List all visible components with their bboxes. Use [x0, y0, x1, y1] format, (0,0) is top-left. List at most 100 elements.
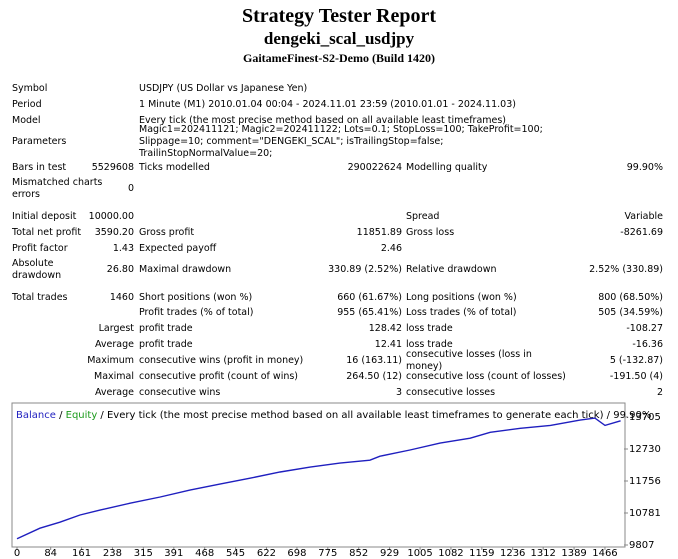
table-cell: Gross profit [139, 227, 195, 238]
table-cell: 5 (-132.87) [609, 355, 663, 366]
table-cell: Expected payoff [139, 243, 217, 254]
x-tick-label: 1312 [530, 548, 555, 559]
table-cell: 800 (68.50%) [598, 292, 663, 303]
table-cell: 330.89 (2.52%) [328, 264, 402, 275]
table-cell: Maximal drawdown [139, 264, 232, 275]
table-cell: Loss trades (% of total) [406, 307, 517, 318]
table-cell: 12.41 [374, 339, 402, 350]
table-cell: 660 (61.67%) [337, 292, 402, 303]
table-cell: Initial deposit [12, 211, 77, 222]
x-tick-label: 1159 [469, 548, 494, 559]
legend: Balance / Equity / Every tick (the most … [16, 410, 651, 421]
y-tick-label: 12730 [629, 444, 661, 455]
table-cell: 128.42 [368, 323, 402, 334]
legend-separator: / [603, 410, 613, 421]
x-tick-label: 238 [103, 548, 122, 559]
x-tick-label: 775 [318, 548, 337, 559]
legend-entry: Equity [66, 410, 98, 421]
table-cell: USDJPY (US Dollar vs Japanese Yen) [139, 83, 308, 94]
table-cell: Relative drawdown [406, 264, 497, 275]
legend-entry: Balance [16, 410, 56, 421]
table-cell: Maximal [94, 371, 134, 382]
table-cell: 5529608 [91, 162, 134, 173]
table-cell: Average [94, 387, 134, 398]
table-cell: Short positions (won %) [139, 292, 253, 303]
table-cell: Period [12, 99, 42, 110]
table-cell: Magic1=202411121; Magic2=202411122; Lots… [139, 124, 543, 159]
table-cell: profit trade [139, 323, 193, 334]
x-tick-label: 1236 [500, 548, 525, 559]
table-cell: 2 [656, 387, 663, 398]
table-cell: Average [94, 339, 134, 350]
table-cell: Mismatched charts errors [12, 177, 103, 200]
table-cell: -191.50 (4) [609, 371, 663, 382]
table-cell: 11851.89 [356, 227, 402, 238]
table-cell: 1.43 [112, 243, 134, 254]
server-name: GaitameFinest-S2-Demo (Build 1420) [243, 51, 435, 65]
report-subtitle: dengeki_scal_usdjpy [263, 29, 415, 48]
table-cell: 290022624 [347, 162, 402, 173]
x-tick-label: 315 [134, 548, 153, 559]
table-cell: Gross loss [406, 227, 455, 238]
table-cell: Model [12, 115, 41, 126]
x-tick-label: 391 [164, 548, 183, 559]
legend-entry: Every tick (the most precise method base… [107, 410, 604, 421]
table-cell: Every tick (the most precise method base… [139, 115, 507, 126]
table-cell: consecutive wins (profit in money) [139, 355, 304, 366]
table-cell: loss trade [406, 339, 453, 350]
x-tick-label: 468 [195, 548, 214, 559]
table-cell: 26.80 [106, 264, 134, 275]
table-cell: -16.36 [632, 339, 663, 350]
table-cell: 2.52% (330.89) [589, 264, 663, 275]
table-cell: Symbol [12, 83, 48, 94]
x-tick-label: 161 [72, 548, 91, 559]
table-cell: 10000.00 [88, 211, 134, 222]
balance-line [16, 417, 621, 540]
table-cell: Absolute drawdown [12, 258, 62, 281]
x-tick-label: 622 [257, 548, 276, 559]
y-tick-label: 10781 [629, 508, 661, 519]
chart-frame [11, 402, 626, 548]
table-cell: 3 [395, 387, 402, 398]
table-cell: Profit trades (% of total) [139, 307, 254, 318]
table-cell: loss trade [406, 323, 453, 334]
table-cell: Total net profit [12, 227, 82, 238]
table-cell: Variable [624, 211, 663, 222]
table-cell: Spread [406, 211, 440, 222]
table-cell: 955 (65.41%) [337, 307, 402, 318]
table-cell: Largest [98, 323, 134, 334]
table-cell: consecutive loss (count of losses) [406, 371, 566, 382]
table-cell: 1460 [109, 292, 134, 303]
table-cell: 16 (163.11) [346, 355, 402, 366]
x-tick-label: 1005 [407, 548, 432, 559]
table-cell: 505 (34.59%) [598, 307, 663, 318]
x-tick-label: 929 [380, 548, 399, 559]
x-tick-label: 545 [226, 548, 245, 559]
table-cell: profit trade [139, 339, 193, 350]
x-tick-label: 1082 [438, 548, 463, 559]
table-cell: 264.50 (12) [346, 371, 402, 382]
table-cell: Total trades [12, 292, 68, 303]
table-cell: Profit factor [12, 243, 68, 254]
y-tick-label: 13705 [629, 412, 661, 423]
table-cell: Long positions (won %) [406, 292, 517, 303]
table-cell: Ticks modelled [139, 162, 210, 173]
table-cell: 0 [127, 183, 134, 194]
table-cell: -8261.69 [620, 227, 663, 238]
table-cell: 3590.20 [94, 227, 134, 238]
legend-separator: / [97, 410, 107, 421]
table-cell: 1 Minute (M1) 2010.01.04 00:04 - 2024.11… [139, 99, 516, 110]
table-cell: Maximum [87, 355, 134, 366]
table-cell: consecutive profit (count of wins) [139, 371, 299, 382]
x-tick-label: 84 [44, 548, 57, 559]
report-title: Strategy Tester Report [241, 5, 437, 27]
x-tick-label: 0 [14, 548, 20, 559]
legend-entry: 99.90% [613, 410, 651, 421]
x-tick-label: 698 [287, 548, 306, 559]
y-tick-label: 9807 [629, 540, 654, 551]
table-cell: -108.27 [626, 323, 663, 334]
x-tick-label: 1466 [592, 548, 617, 559]
table-cell: consecutive wins [139, 387, 221, 398]
